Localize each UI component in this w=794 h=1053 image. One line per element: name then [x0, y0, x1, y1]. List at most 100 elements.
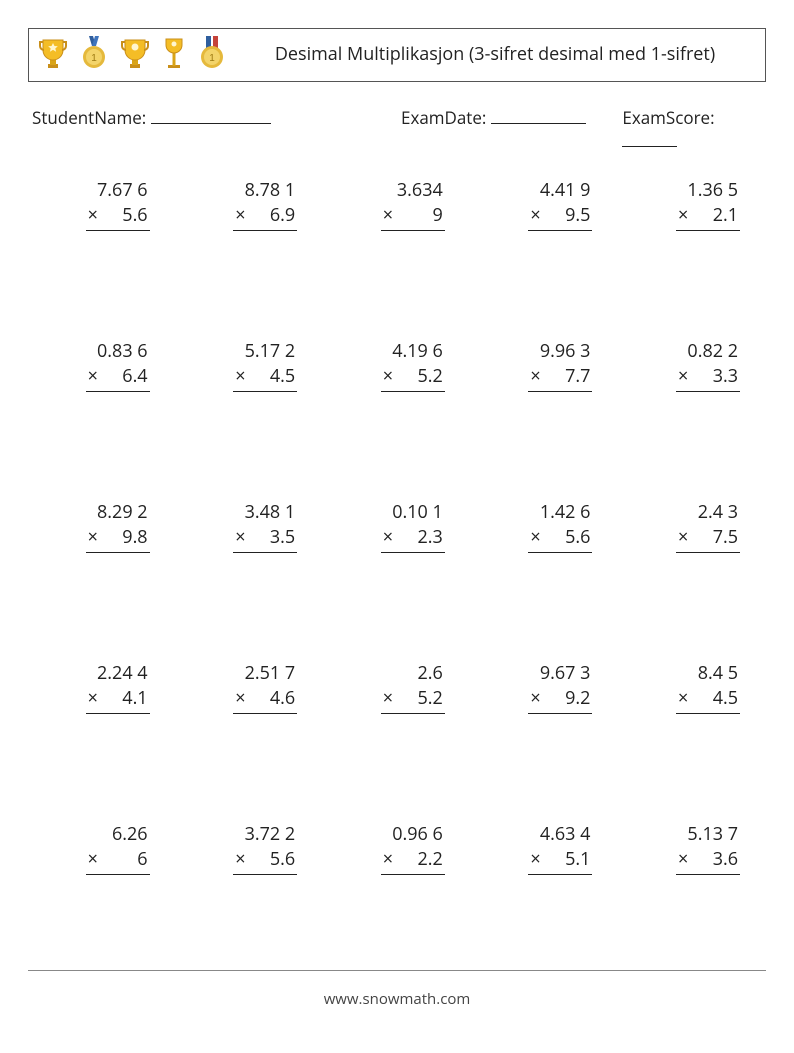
worksheet-title: Desimal Multiplikasjon (3-sifret desimal… [225, 29, 765, 81]
operator: × [678, 364, 706, 388]
exam-score-blank [622, 129, 677, 147]
page-footer: www.snowmath.com [0, 970, 794, 1009]
goblet-icon [163, 36, 185, 75]
multiplication-problem: 2.6×5.2 [323, 661, 471, 714]
multiplicand: 9.96 3 [528, 339, 592, 364]
operator: × [88, 686, 116, 710]
multiplier: 5.2 [417, 364, 442, 388]
trophy-star-icon [39, 36, 67, 75]
multiplier: 9.5 [565, 203, 590, 227]
exam-date-field: ExamDate: [401, 106, 622, 152]
exam-score-field: ExamScore: [622, 106, 770, 152]
multiplicand: 0.10 1 [381, 500, 445, 525]
multiplier: 3.6 [713, 847, 738, 871]
multiplier: 2.3 [417, 525, 442, 549]
operator: × [678, 847, 706, 871]
multiplicand: 3.634 [381, 178, 445, 203]
trophy-icon [121, 36, 149, 75]
exam-score-label: ExamScore: [622, 106, 714, 129]
multiplicand: 1.36 5 [676, 178, 740, 203]
multiplicand: 2.4 3 [676, 500, 740, 525]
multiplier: 2.1 [713, 203, 738, 227]
multiplicand: 8.29 2 [86, 500, 150, 525]
multiplier: 9.8 [122, 525, 147, 549]
multiplication-problem: 3.72 2×5.6 [176, 822, 324, 875]
operator: × [235, 364, 263, 388]
multiplier: 6.4 [122, 364, 147, 388]
multiplicand: 9.67 3 [528, 661, 592, 686]
multiplication-problem: 4.63 4×5.1 [471, 822, 619, 875]
multiplicand: 0.96 6 [381, 822, 445, 847]
multiplicand: 3.48 1 [233, 500, 297, 525]
multiplication-problem: 5.17 2×4.5 [176, 339, 324, 392]
multiplicand: 5.13 7 [676, 822, 740, 847]
operator: × [530, 364, 558, 388]
multiplication-problem: 0.96 6×2.2 [323, 822, 471, 875]
multiplication-problem: 9.67 3×9.2 [471, 661, 619, 714]
operator: × [678, 686, 706, 710]
multiplication-problem: 7.67 6×5.6 [28, 178, 176, 231]
student-name-label: StudentName: [32, 106, 146, 129]
multiplier: 6.9 [270, 203, 295, 227]
multiplier: 4.5 [713, 686, 738, 710]
multiplier: 4.6 [270, 686, 295, 710]
multiplication-problem: 2.4 3× 7.5 [618, 500, 766, 553]
multiplication-problem: 8.29 2×9.8 [28, 500, 176, 553]
multiplication-problem: 9.96 3×7.7 [471, 339, 619, 392]
multiplication-problem: 1.42 6×5.6 [471, 500, 619, 553]
header-icons: 1 [29, 29, 225, 81]
multiplier: 5.1 [565, 847, 590, 871]
multiplier: 9.2 [565, 686, 590, 710]
multiplication-problem: 6.26× 6 [28, 822, 176, 875]
student-name-field: StudentName: [28, 106, 401, 152]
multiplicand: 8.78 1 [233, 178, 297, 203]
operator: × [530, 203, 558, 227]
multiplicand: 4.19 6 [381, 339, 445, 364]
worksheet-header: 1 [28, 28, 766, 82]
multiplier: 4.5 [270, 364, 295, 388]
svg-text:1: 1 [209, 53, 215, 64]
multiplicand: 8.4 5 [676, 661, 740, 686]
multiplication-problem: 5.13 7× 3.6 [618, 822, 766, 875]
exam-date-label: ExamDate: [401, 106, 486, 129]
problem-grid: 7.67 6×5.68.78 1×6.93.634×94.41 9×9.51.3… [28, 178, 766, 875]
multiplication-problem: 3.48 1×3.5 [176, 500, 324, 553]
multiplication-problem: 3.634× 9 [323, 178, 471, 231]
multiplier: 9 [433, 203, 443, 227]
multiplicand: 0.82 2 [676, 339, 740, 364]
info-row: StudentName: ExamDate: ExamScore: [28, 106, 766, 152]
operator: × [383, 525, 411, 549]
operator: × [678, 203, 706, 227]
operator: × [88, 364, 116, 388]
multiplicand: 2.51 7 [233, 661, 297, 686]
multiplier: 6 [137, 847, 147, 871]
multiplier: 4.1 [122, 686, 147, 710]
multiplication-problem: 8.78 1× 6.9 [176, 178, 324, 231]
multiplicand: 0.83 6 [86, 339, 150, 364]
operator: × [88, 847, 116, 871]
multiplication-problem: 0.10 1×2.3 [323, 500, 471, 553]
multiplicand: 1.42 6 [528, 500, 592, 525]
multiplication-problem: 0.83 6×6.4 [28, 339, 176, 392]
operator: × [383, 686, 411, 710]
operator: × [678, 525, 706, 549]
multiplicand: 6.26 [86, 822, 150, 847]
multiplicand: 4.41 9 [528, 178, 592, 203]
operator: × [235, 203, 263, 227]
student-name-blank [151, 106, 271, 124]
multiplicand: 4.63 4 [528, 822, 592, 847]
multiplier: 5.2 [417, 686, 442, 710]
operator: × [383, 203, 411, 227]
multiplication-problem: 0.82 2×3.3 [618, 339, 766, 392]
multiplier: 2.2 [417, 847, 442, 871]
multiplication-problem: 2.24 4×4.1 [28, 661, 176, 714]
multiplication-problem: 2.51 7× 4.6 [176, 661, 324, 714]
multiplication-problem: 4.41 9× 9.5 [471, 178, 619, 231]
operator: × [235, 686, 263, 710]
exam-date-blank [491, 106, 586, 124]
multiplier: 7.5 [713, 525, 738, 549]
multiplicand: 2.24 4 [86, 661, 150, 686]
footer-url: www.snowmath.com [324, 989, 471, 1009]
multiplier: 5.6 [122, 203, 147, 227]
operator: × [383, 847, 411, 871]
